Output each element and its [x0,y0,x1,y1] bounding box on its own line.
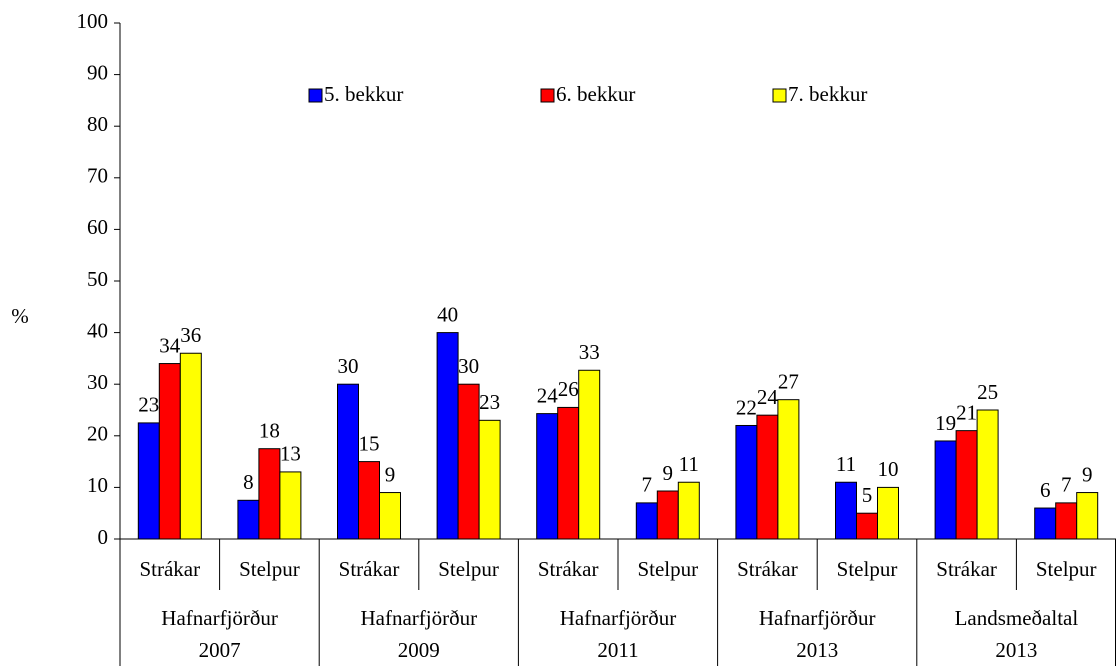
x-tick-label: Strákar [936,557,997,581]
bar [1034,507,1057,540]
bar [635,502,658,540]
y-tick-label: 20 [87,422,108,446]
data-label: 21 [956,400,977,424]
data-label: 7 [1061,473,1072,497]
bar [179,352,202,540]
data-label: 23 [138,393,159,417]
bar [656,490,679,540]
data-label: 13 [280,442,301,466]
data-label: 36 [180,323,201,347]
legend-swatch [308,88,323,103]
y-tick-label: 90 [87,60,108,84]
data-label: 24 [757,385,779,409]
bar [536,413,559,540]
legend-swatch [772,88,787,103]
y-tick-label: 50 [87,267,108,291]
group-label: 2013 [796,638,838,662]
data-label: 33 [579,340,600,364]
x-tick-label: Strákar [737,557,798,581]
data-label: 18 [259,419,280,443]
bar [358,461,380,540]
legend-label: 6. bekkur [556,82,635,106]
data-label: 40 [437,302,458,326]
y-tick-label: 80 [87,112,108,136]
legend-label: 5. bekkur [324,82,403,106]
bar [137,422,160,540]
group-label: 2013 [995,638,1037,662]
bar [756,414,779,540]
y-tick-label: 10 [87,473,108,497]
group-label: Hafnarfjörður [560,606,677,630]
group-label: 2007 [199,638,241,662]
bar [934,440,957,540]
data-label: 8 [243,470,254,494]
bar [955,430,978,540]
data-label: 22 [736,395,757,419]
data-label: 5 [862,483,873,507]
bar [237,499,260,540]
data-label: 9 [385,462,396,486]
group-label: Landsmeðaltal [955,606,1079,630]
bar [1076,492,1099,540]
data-label: 27 [778,369,799,393]
bar [457,383,480,540]
y-tick-label: 100 [77,9,109,33]
x-tick-label: Strákar [139,557,200,581]
data-label: 10 [878,457,899,481]
data-label: 30 [458,354,479,378]
bar [976,409,999,540]
data-label: 25 [977,380,998,404]
data-label: 19 [935,411,956,435]
data-label: 30 [338,354,359,378]
x-tick-label: Stelpur [837,557,898,581]
data-label: 9 [663,461,674,485]
x-tick-label: Stelpur [1036,557,1097,581]
bar [777,399,800,540]
x-tick-label: Strákar [538,557,599,581]
x-tick-label: Stelpur [438,557,499,581]
bar [835,481,857,540]
group-label: 2009 [398,638,440,662]
y-axis-label: % [11,304,29,328]
data-label: 15 [359,431,380,455]
y-tick-label: 30 [87,370,108,394]
legend-label: 7. bekkur [788,82,867,106]
bar [856,512,878,540]
group-label: Hafnarfjörður [161,606,278,630]
bar [478,419,501,540]
y-tick-label: 0 [98,525,109,549]
bar [877,486,899,540]
bar [379,492,401,540]
data-label: 11 [836,452,856,476]
data-label: 34 [159,333,181,357]
bar [578,369,601,540]
data-label: 6 [1040,478,1051,502]
data-label: 26 [558,377,579,401]
bar [258,448,281,540]
y-tick-label: 40 [87,318,108,342]
bar [337,383,359,540]
group-label: 2011 [597,638,638,662]
bar [677,481,700,540]
bar [279,471,302,540]
bar [158,363,181,540]
data-label: 23 [479,390,500,414]
legend-swatch [540,88,555,103]
y-tick-label: 60 [87,215,108,239]
data-label: 24 [537,383,559,407]
bar [436,332,459,540]
bar [735,424,758,540]
x-tick-label: Stelpur [239,557,300,581]
x-tick-label: Strákar [339,557,400,581]
y-tick-label: 70 [87,164,108,188]
group-label: Hafnarfjörður [759,606,876,630]
x-tick-label: Stelpur [637,557,698,581]
group-label: Hafnarfjörður [360,606,477,630]
bar [1055,502,1078,540]
data-label: 7 [642,473,653,497]
data-label: 11 [679,452,699,476]
bar [557,406,580,540]
data-label: 9 [1082,462,1093,486]
